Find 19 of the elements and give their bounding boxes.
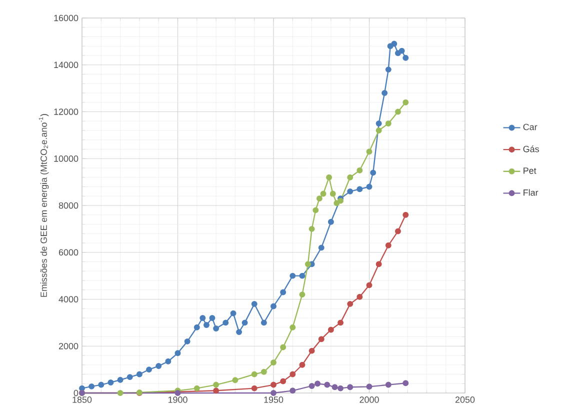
x-tick-label: 2000 [360, 396, 379, 403]
legend-label: Car [523, 124, 538, 130]
y-tick-label: 6000 [58, 249, 78, 256]
x-tick-label: 1900 [168, 396, 188, 403]
legend-label: Pet [524, 168, 536, 174]
y-tick-label: 2000 [58, 342, 78, 350]
y-tick-label: 0 [74, 390, 78, 396]
x-tick-label: 2050 [455, 396, 475, 403]
y-tick-label: 16000 [54, 14, 78, 22]
legend-label: Flar [524, 189, 538, 196]
y-tick-label: 14000 [54, 62, 78, 68]
y-tick-label: 12000 [54, 108, 78, 115]
legend-label: Gás [523, 146, 539, 152]
y-tick-label: 8000 [58, 202, 78, 209]
x-tick-label: 1850 [72, 396, 92, 403]
y-tick-label: 10000 [54, 155, 78, 162]
y-tick-label: 4000 [58, 296, 78, 302]
y-axis-title: Emissões de GEE em energia (MtCO$_{2}$e.ano$^{-1}$) [38, 114, 49, 297]
x-tick-label: 1950 [264, 396, 284, 403]
